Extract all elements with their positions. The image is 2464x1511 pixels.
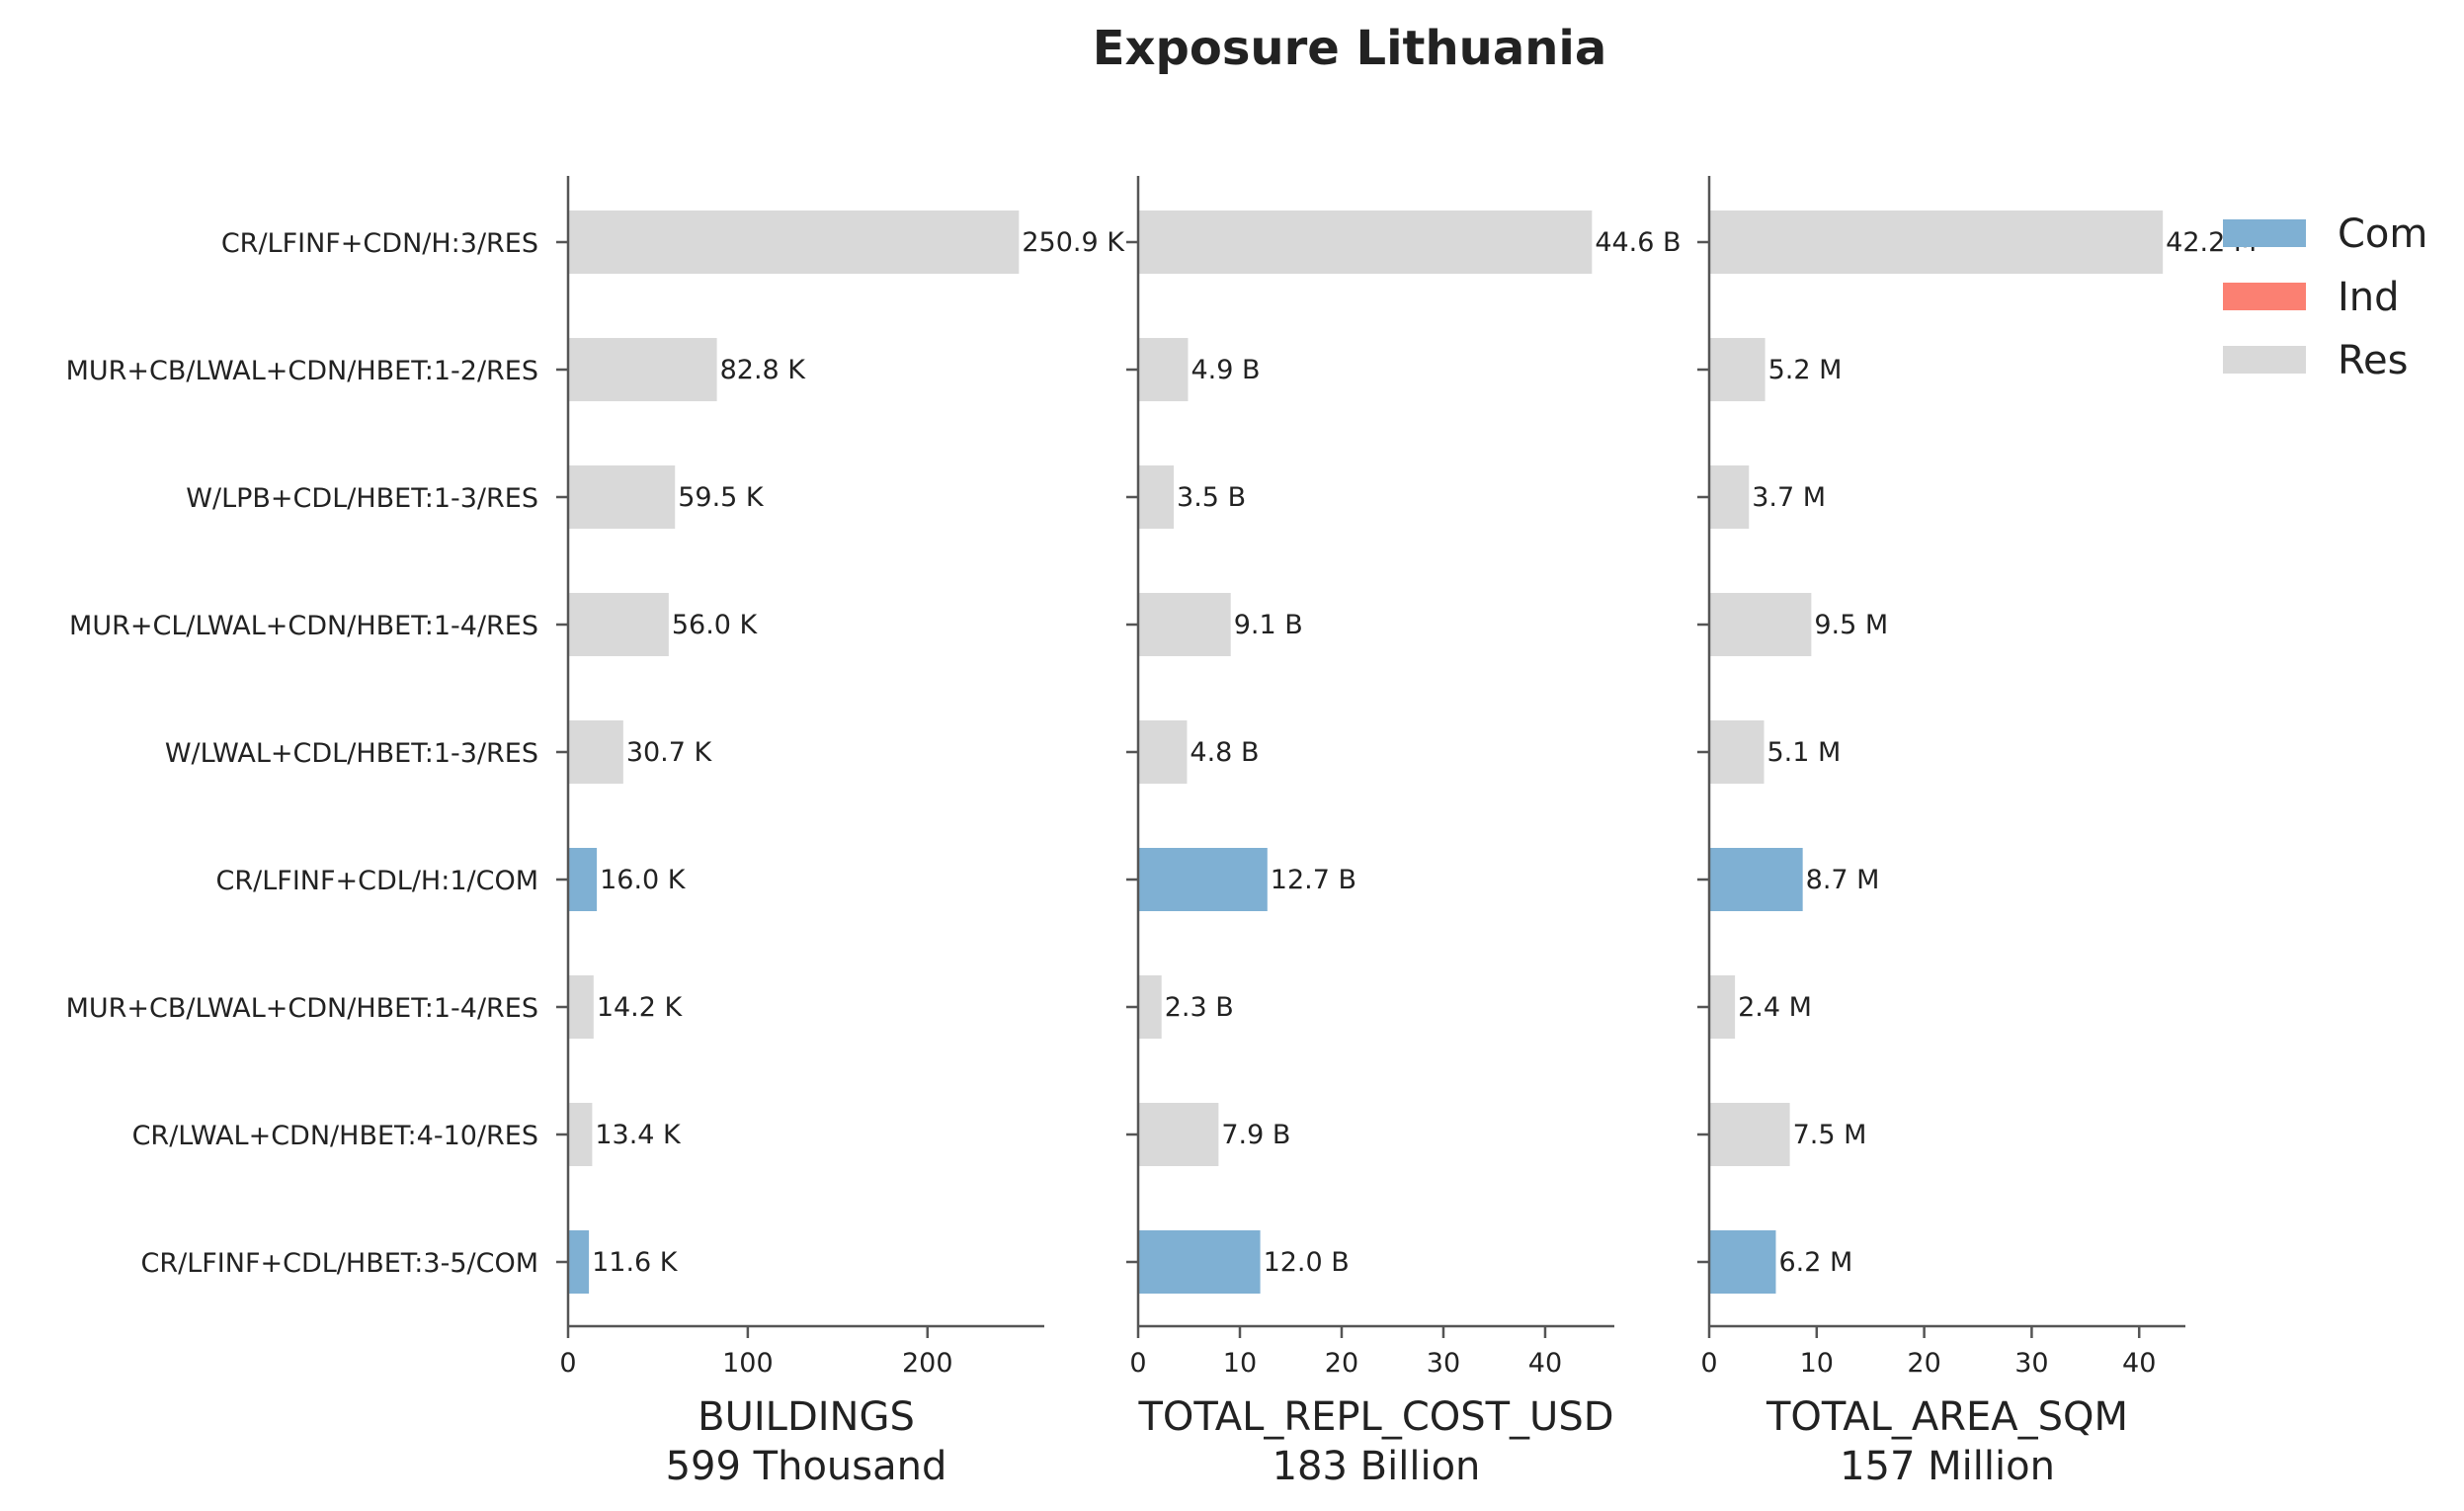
bar-1-3 — [1138, 593, 1231, 656]
value-label-1-6: 2.3 B — [1165, 992, 1234, 1023]
bar-1-8 — [1138, 1230, 1261, 1294]
value-label-2-6: 2.4 M — [1738, 992, 1812, 1023]
legend-swatch-com — [2223, 219, 2306, 247]
x-tick-label-1-2: 20 — [1325, 1348, 1358, 1379]
value-label-1-0: 44.6 B — [1595, 227, 1681, 258]
x-axis-title-0: BUILDINGS — [698, 1394, 915, 1440]
bar-0-2 — [568, 465, 676, 529]
legend-label-res: Res — [2338, 338, 2408, 383]
x-tick-label-0-1: 100 — [722, 1348, 774, 1379]
value-label-1-5: 12.7 B — [1271, 865, 1356, 895]
x-axis-title-2: TOTAL_AREA_SQM — [1766, 1394, 2128, 1440]
bar-0-7 — [568, 1103, 593, 1166]
bar-0-1 — [568, 338, 717, 401]
category-label-0: CR/LFINF+CDN/H:3/RES — [221, 228, 538, 259]
bar-2-0 — [1709, 210, 2164, 274]
legend-label-com: Com — [2338, 211, 2427, 257]
bar-1-0 — [1138, 210, 1593, 274]
value-label-0-8: 11.6 K — [592, 1247, 679, 1278]
category-labels: CR/LFINF+CDN/H:3/RES MUR+CB/LWAL+CDN/HBET… — [66, 228, 538, 1279]
value-label-0-2: 59.5 K — [678, 482, 765, 513]
value-label-0-1: 82.8 K — [720, 355, 807, 385]
value-label-0-4: 30.7 K — [626, 737, 713, 768]
panel-total-0: 599 Thousand — [666, 1444, 947, 1489]
x-tick-label-1-3: 30 — [1427, 1348, 1460, 1379]
legend: Com Ind Res — [2223, 211, 2427, 383]
category-label-2: W/LPB+CDL/HBET:1-3/RES — [186, 483, 538, 514]
bar-2-7 — [1709, 1103, 1790, 1166]
bar-2-3 — [1709, 593, 1812, 656]
bar-0-5 — [568, 848, 598, 911]
legend-swatch-ind — [2223, 283, 2306, 310]
category-label-1: MUR+CB/LWAL+CDN/HBET:1-2/RES — [66, 356, 538, 386]
x-tick-label-2-0: 0 — [1700, 1348, 1717, 1379]
x-tick-label-2-4: 40 — [2122, 1348, 2156, 1379]
x-tick-label-0-0: 0 — [559, 1348, 576, 1379]
value-label-2-5: 8.7 M — [1806, 865, 1880, 895]
category-label-7: CR/LWAL+CDN/HBET:4-10/RES — [132, 1121, 538, 1151]
bar-0-4 — [568, 720, 623, 784]
bar-1-1 — [1138, 338, 1189, 401]
value-label-1-8: 12.0 B — [1264, 1247, 1350, 1278]
value-label-2-3: 9.5 M — [1814, 610, 1888, 640]
x-tick-label-1-1: 10 — [1223, 1348, 1257, 1379]
chart-title: Exposure Lithuania — [1093, 21, 1607, 76]
legend-label-ind: Ind — [2338, 275, 2400, 320]
bar-2-4 — [1709, 720, 1765, 784]
panel-1: 44.6 B 4.9 B 3.5 B 9.1 B 4.8 B 12.7 B 2.3 B 7.9… — [1126, 176, 1682, 1489]
value-label-0-7: 13.4 K — [595, 1120, 682, 1150]
bar-0-8 — [568, 1230, 590, 1294]
x-tick-label-0-2: 200 — [902, 1348, 953, 1379]
bar-2-6 — [1709, 975, 1736, 1039]
bar-2-5 — [1709, 848, 1803, 911]
value-label-1-7: 7.9 B — [1221, 1120, 1290, 1150]
value-label-2-2: 3.7 M — [1752, 482, 1826, 513]
bar-1-7 — [1138, 1103, 1219, 1166]
x-tick-label-1-4: 40 — [1528, 1348, 1562, 1379]
value-label-0-6: 14.2 K — [597, 992, 684, 1023]
value-label-1-1: 4.9 B — [1191, 355, 1260, 385]
bar-0-3 — [568, 593, 669, 656]
x-tick-label-2-2: 20 — [1907, 1348, 1940, 1379]
bar-0-6 — [568, 975, 594, 1039]
panel-0: 250.9 K 82.8 K 59.5 K 56.0 K 30.7 K 16.0 K 14.… — [556, 176, 1125, 1489]
category-label-6: MUR+CB/LWAL+CDN/HBET:1-4/RES — [66, 993, 538, 1024]
value-label-2-8: 6.2 M — [1778, 1247, 1852, 1278]
x-axis-title-1: TOTAL_REPL_COST_USD — [1137, 1394, 1613, 1440]
panel-2: 42.2 M5.2 M3.7 M9.5 M5.1 M8.7 M2.4 M7.5 … — [1697, 176, 2257, 1489]
bar-2-1 — [1709, 338, 1766, 401]
bar-1-6 — [1138, 975, 1162, 1039]
x-tick-label-2-1: 10 — [1800, 1348, 1834, 1379]
bar-1-4 — [1138, 720, 1188, 784]
bar-2-2 — [1709, 465, 1750, 529]
value-label-2-4: 5.1 M — [1766, 737, 1841, 768]
value-label-0-0: 250.9 K — [1022, 227, 1125, 258]
panel-total-1: 183 Billion — [1273, 1444, 1481, 1489]
value-label-2-1: 5.2 M — [1768, 355, 1843, 385]
category-label-5: CR/LFINF+CDL/H:1/COM — [216, 866, 538, 896]
value-label-1-4: 4.8 B — [1190, 737, 1259, 768]
chart-panels: 250.9 K 82.8 K 59.5 K 56.0 K 30.7 K 16.0 K 14.… — [556, 176, 2257, 1489]
bar-1-5 — [1138, 848, 1268, 911]
bar-0-0 — [568, 210, 1020, 274]
panel-total-2: 157 Million — [1840, 1444, 2055, 1489]
value-label-2-7: 7.5 M — [1793, 1120, 1867, 1150]
x-tick-label-1-0: 0 — [1129, 1348, 1146, 1379]
value-label-0-5: 16.0 K — [600, 865, 687, 895]
bar-2-8 — [1709, 1230, 1776, 1294]
value-label-1-2: 3.5 B — [1177, 482, 1246, 513]
legend-swatch-res — [2223, 346, 2306, 374]
category-label-4: W/LWAL+CDL/HBET:1-3/RES — [165, 738, 538, 769]
bar-1-2 — [1138, 465, 1175, 529]
x-tick-label-2-3: 30 — [2014, 1348, 2048, 1379]
value-label-0-3: 56.0 K — [672, 610, 759, 640]
value-label-1-3: 9.1 B — [1234, 610, 1303, 640]
category-label-3: MUR+CL/LWAL+CDN/HBET:1-4/RES — [69, 611, 538, 641]
category-label-8: CR/LFINF+CDL/HBET:3-5/COM — [141, 1248, 538, 1279]
